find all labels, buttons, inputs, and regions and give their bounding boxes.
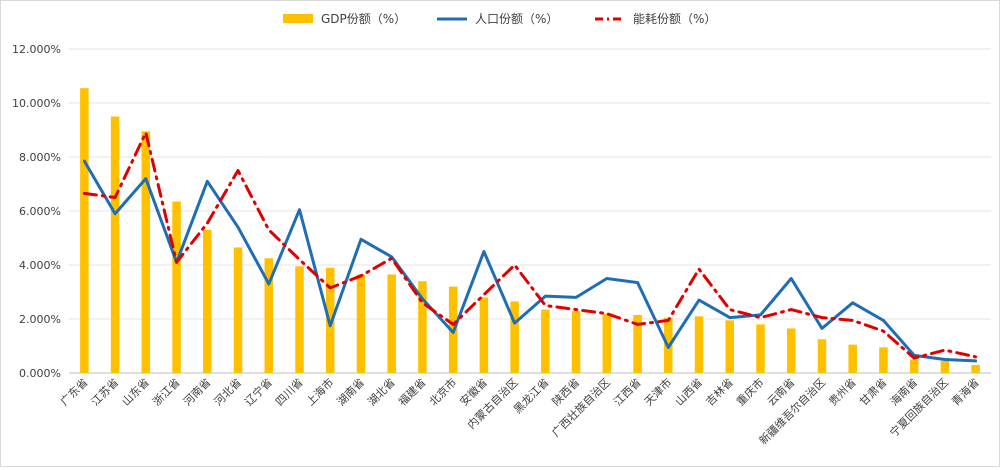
x-category-label: 贵州省 — [826, 376, 859, 409]
x-category-label: 河南省 — [181, 376, 214, 409]
x-category-label: 江西省 — [611, 376, 644, 409]
x-category-label: 福建省 — [395, 375, 428, 408]
x-axis-labels: 广东省江苏省山东省浙江省河南省河北省辽宁省四川省上海市湖南省湖北省福建省北京市安… — [58, 375, 982, 447]
legend-label: 能耗份额（%） — [633, 12, 716, 26]
x-category-label: 江苏省 — [89, 376, 122, 409]
y-axis-ticks: 0.000% 2.000% 4.000% 6.000% 8.000% 10.000% 12.… — [12, 43, 61, 380]
x-category-label: 重庆市 — [733, 375, 766, 408]
gdp-bar — [817, 339, 827, 373]
x-category-label: 广东省 — [58, 376, 91, 409]
legend-swatch-gdp — [283, 14, 313, 23]
gdp-bar — [940, 360, 950, 373]
legend-label: 人口份额（%） — [475, 12, 558, 26]
x-category-label: 北京市 — [426, 375, 459, 408]
x-category-label: 山东省 — [119, 376, 152, 409]
gdp-bar — [141, 131, 151, 373]
gridlines — [69, 48, 991, 374]
x-category-label: 甘肃省 — [857, 376, 890, 409]
legend: GDP份额（%） 人口份额（%） 能耗份额（%） — [283, 12, 716, 26]
x-category-label: 上海市 — [303, 375, 336, 408]
gdp-bar — [203, 229, 212, 373]
y-tick-label: 4.000% — [19, 259, 61, 272]
gdp-bar — [602, 313, 612, 373]
gdp-bar — [879, 347, 888, 373]
legend-label: GDP份额（%） — [321, 12, 406, 26]
gdp-bars — [80, 88, 980, 374]
gdp-bar — [633, 314, 642, 373]
x-category-label: 湖南省 — [335, 376, 368, 409]
y-tick-label: 2.000% — [19, 313, 61, 326]
line-series — [82, 131, 978, 363]
gdp-bar — [909, 359, 919, 373]
gdp-bar — [756, 324, 765, 373]
x-category-label: 湖北省 — [365, 376, 398, 409]
x-category-label: 青海省 — [949, 375, 982, 408]
gdp-bar — [479, 297, 489, 373]
gdp-bar — [418, 281, 427, 373]
x-category-label: 山西省 — [673, 376, 706, 409]
gdp-bar — [172, 201, 181, 373]
gdp-bar — [971, 364, 980, 373]
gdp-bar — [356, 274, 366, 373]
gdp-bar — [264, 258, 274, 373]
gdp-bar — [510, 301, 519, 373]
gdp-bar — [541, 309, 550, 373]
gdp-bar — [110, 116, 120, 373]
y-tick-label: 10.000% — [12, 97, 61, 110]
gdp-bar — [694, 316, 704, 373]
gdp-bar — [80, 88, 89, 374]
y-tick-label: 8.000% — [19, 151, 61, 164]
gdp-bar — [786, 328, 796, 373]
y-tick-label: 12.000% — [12, 43, 61, 56]
gdp-bar — [295, 266, 304, 373]
energy-share-line — [82, 131, 978, 360]
population-share-line — [82, 159, 978, 363]
x-category-label: 四川省 — [273, 376, 306, 409]
x-category-label: 辽宁省 — [242, 375, 275, 408]
x-category-label: 天津市 — [641, 375, 674, 408]
gdp-bar — [571, 310, 581, 373]
y-tick-label: 0.000% — [19, 367, 61, 380]
y-tick-label: 6.000% — [19, 205, 61, 218]
gdp-bar — [233, 247, 243, 373]
gdp-bar — [725, 320, 735, 373]
x-category-label: 吉林省 — [703, 375, 736, 408]
gdp-bar — [848, 344, 857, 373]
x-category-label: 河北省 — [212, 376, 245, 409]
gdp-bar — [387, 274, 396, 373]
x-category-label: 浙江省 — [150, 376, 183, 409]
